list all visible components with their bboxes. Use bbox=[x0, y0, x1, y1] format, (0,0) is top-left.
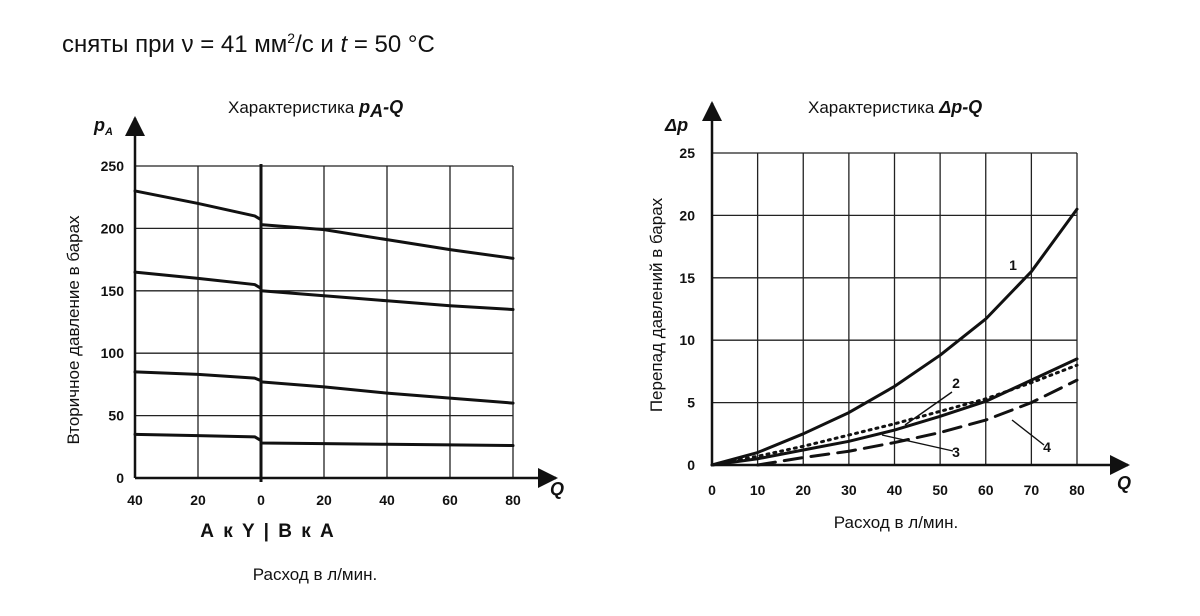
chart1-y-tick-label: 250 bbox=[101, 158, 125, 174]
chart2-x-tick-label: 20 bbox=[795, 482, 811, 498]
chart2-x-tick-label: 40 bbox=[887, 482, 903, 498]
chart2-x-label: Расход в л/мин. bbox=[834, 513, 958, 532]
chart1-y-tick-label: 50 bbox=[108, 408, 124, 424]
chart2-series-leader-3 bbox=[881, 434, 954, 452]
chart2-series-line-4 bbox=[756, 378, 1079, 467]
chart2-x-tick-label: 30 bbox=[841, 482, 857, 498]
chart1-title: Характеристика pA-Q bbox=[228, 97, 403, 121]
chart2-y-tick-label: 25 bbox=[679, 145, 695, 161]
chart1-x-label: Расход в л/мин. bbox=[253, 565, 377, 584]
chart1-y-label: Вторичное давление в барах bbox=[64, 215, 83, 445]
chart2-series-label-1: 1 bbox=[1009, 257, 1017, 273]
chart2-series-label-4: 4 bbox=[1043, 439, 1051, 455]
conditions-t: t bbox=[340, 31, 348, 58]
chart2-series-leader-4 bbox=[1011, 419, 1045, 446]
chart1-x-tick-label: 0 bbox=[257, 492, 265, 508]
conditions-suffix: = 50 °C bbox=[347, 31, 435, 58]
conditions-sup: 2 bbox=[287, 30, 296, 46]
conditions-prefix: сняты при ν = 41 мм bbox=[62, 31, 288, 58]
chart1-direction-label: А к Y | В к А bbox=[200, 521, 336, 542]
chart1-y-symbol: pA bbox=[93, 115, 113, 138]
chart2-series-line-1 bbox=[710, 207, 1079, 467]
chart1-x-tick-label: 80 bbox=[505, 492, 521, 508]
chart2-x-tick-label: 10 bbox=[750, 482, 766, 498]
chart1-x-tick-label: 60 bbox=[442, 492, 458, 508]
chart2-series-label-2: 2 bbox=[952, 375, 960, 391]
chart2-y-tick-label: 0 bbox=[687, 457, 695, 473]
chart2-series-label-3: 3 bbox=[952, 444, 960, 460]
conditions-header: сняты при ν = 41 мм2/с и t = 50 °C bbox=[62, 30, 435, 59]
chart1-x-tick-label: 20 bbox=[316, 492, 332, 508]
chart1-x-tick-label: 20 bbox=[190, 492, 206, 508]
chart2-y-symbol: Δp bbox=[664, 115, 688, 135]
chart1-x-tick-label: 40 bbox=[379, 492, 395, 508]
chart1-y-tick-label: 200 bbox=[101, 220, 125, 236]
chart2-x-symbol: Q bbox=[1117, 473, 1131, 493]
chart2-series-leader-2 bbox=[904, 391, 953, 426]
chart2-series-line-3 bbox=[710, 357, 1079, 467]
chart1-y-tick-label: 0 bbox=[116, 470, 124, 486]
chart2-x-tick-label: 0 bbox=[708, 482, 716, 498]
chart1-series-line-2 bbox=[133, 270, 515, 312]
chart2-x-tick-label: 70 bbox=[1024, 482, 1040, 498]
conditions-mid: /с и bbox=[295, 31, 341, 58]
chart2-y-tick-label: 5 bbox=[687, 395, 695, 411]
chart2-x-tick-label: 60 bbox=[978, 482, 994, 498]
chart2-title: Характеристика Δp-Q bbox=[808, 97, 982, 117]
chart2-x-tick-label: 50 bbox=[932, 482, 948, 498]
chart1-y-tick-label: 100 bbox=[101, 345, 125, 361]
chart2-y-label: Перепад давлений в барах bbox=[647, 197, 666, 412]
chart2-plot: 0 5 10 15 20 25 0 10 20 30 40 50 60 70 80 1 2 3 4 bbox=[679, 101, 1130, 498]
chart1-series-line-4 bbox=[133, 432, 515, 448]
chart2-y-tick-label: 15 bbox=[679, 270, 695, 286]
chart1-y-tick-label: 150 bbox=[101, 283, 125, 299]
chart2-y-tick-label: 10 bbox=[679, 332, 695, 348]
chart2-y-tick-label: 20 bbox=[679, 207, 695, 223]
chart1-x-symbol: Q bbox=[550, 479, 564, 499]
chart2-x-tick-label: 80 bbox=[1069, 482, 1085, 498]
chart1-x-tick-label: 40 bbox=[127, 492, 143, 508]
chart1-series-line-1 bbox=[133, 189, 515, 260]
chart1-series-line-3 bbox=[133, 370, 515, 405]
